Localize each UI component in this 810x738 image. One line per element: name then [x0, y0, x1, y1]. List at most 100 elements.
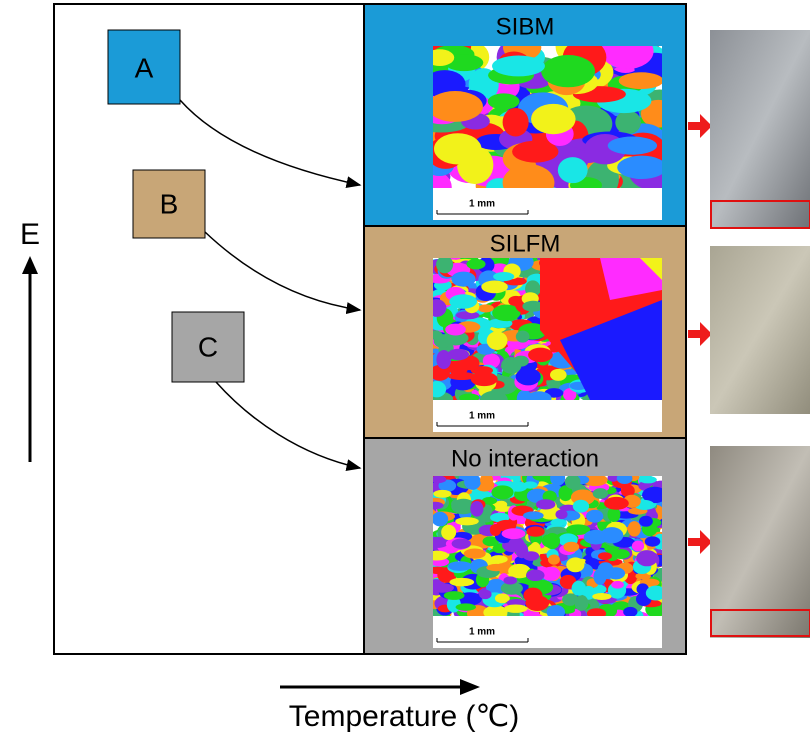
grain [586, 510, 603, 523]
grain [502, 528, 526, 539]
y-axis-label: E [20, 218, 40, 251]
grain [575, 595, 589, 611]
y-arrow-head [22, 256, 38, 274]
grain [584, 530, 608, 545]
box-label: A [135, 52, 154, 83]
grain [486, 564, 506, 571]
grain [466, 259, 485, 270]
grain [531, 104, 576, 134]
grain [449, 294, 477, 308]
grain [598, 552, 612, 560]
grain [611, 581, 624, 589]
grain [512, 141, 558, 163]
grain [608, 137, 657, 155]
grain [452, 538, 471, 548]
grain [516, 368, 541, 385]
grain [558, 157, 588, 183]
grain [492, 56, 545, 77]
grain [496, 501, 507, 509]
grain [429, 583, 453, 593]
grain [632, 541, 644, 552]
grain [623, 607, 637, 617]
grain [565, 475, 581, 489]
grain [516, 331, 530, 343]
scale-label: 1 mm [469, 411, 495, 422]
grain [433, 490, 451, 498]
grain [544, 533, 560, 549]
grain [436, 256, 453, 274]
grain [566, 557, 584, 572]
grain [470, 501, 483, 517]
scale-label: 1 mm [469, 199, 495, 210]
grain [479, 590, 491, 600]
box-label: B [160, 188, 179, 219]
grain [615, 111, 641, 135]
ebsd-map [422, 249, 677, 409]
grain [523, 551, 539, 561]
panel-title: SILFM [490, 230, 561, 257]
grain [541, 55, 595, 87]
grain [445, 324, 466, 336]
ebsd-map [421, 469, 673, 623]
grain [572, 581, 586, 596]
grain [490, 524, 501, 536]
grain [448, 349, 469, 361]
sample-photo [710, 30, 810, 228]
grain [592, 593, 611, 600]
x-axis-label: Temperature (℃) [289, 700, 519, 733]
grain [508, 537, 524, 551]
grain [639, 516, 653, 527]
sample-photo [710, 246, 810, 414]
grain [478, 304, 494, 312]
grain [617, 156, 666, 179]
grain [523, 481, 538, 488]
grain [441, 525, 456, 540]
panel-title: SIBM [496, 13, 555, 40]
grain [432, 512, 448, 527]
grain [526, 526, 544, 536]
grain [455, 517, 479, 525]
grain [451, 272, 475, 287]
grain [619, 72, 664, 89]
grain [503, 108, 529, 137]
grain [636, 550, 657, 566]
grain [604, 497, 629, 510]
grain [503, 576, 517, 584]
grain [464, 549, 486, 559]
grain [493, 272, 514, 281]
grain [550, 369, 567, 381]
grain [536, 499, 555, 509]
grain [523, 511, 544, 519]
grain [593, 568, 606, 585]
grain [504, 604, 528, 612]
grain [490, 555, 508, 563]
x-arrow-head [460, 679, 480, 695]
grain [523, 588, 542, 603]
grain [607, 567, 626, 579]
grain [639, 476, 657, 483]
grain [612, 549, 630, 559]
grain [456, 603, 476, 610]
grain [555, 509, 567, 519]
grain [444, 591, 465, 600]
grain [491, 485, 513, 499]
grain [456, 311, 480, 319]
red-arrow [688, 114, 712, 554]
grain [593, 488, 608, 499]
panel-title: No interaction [451, 445, 599, 472]
scale-label: 1 mm [469, 627, 495, 638]
grain [464, 474, 481, 490]
grain [563, 542, 579, 552]
grain [528, 348, 553, 363]
grain [573, 500, 589, 513]
grain [526, 570, 544, 581]
box-label: C [198, 331, 218, 362]
grain [628, 521, 641, 536]
grain [488, 93, 520, 109]
grain [448, 561, 473, 571]
grain [513, 356, 529, 367]
grain [645, 536, 660, 546]
grain [434, 133, 481, 164]
grain [548, 554, 560, 564]
figure: SIBM SILFM No interaction 1 mm 1 mm 1 mm… [0, 0, 810, 738]
